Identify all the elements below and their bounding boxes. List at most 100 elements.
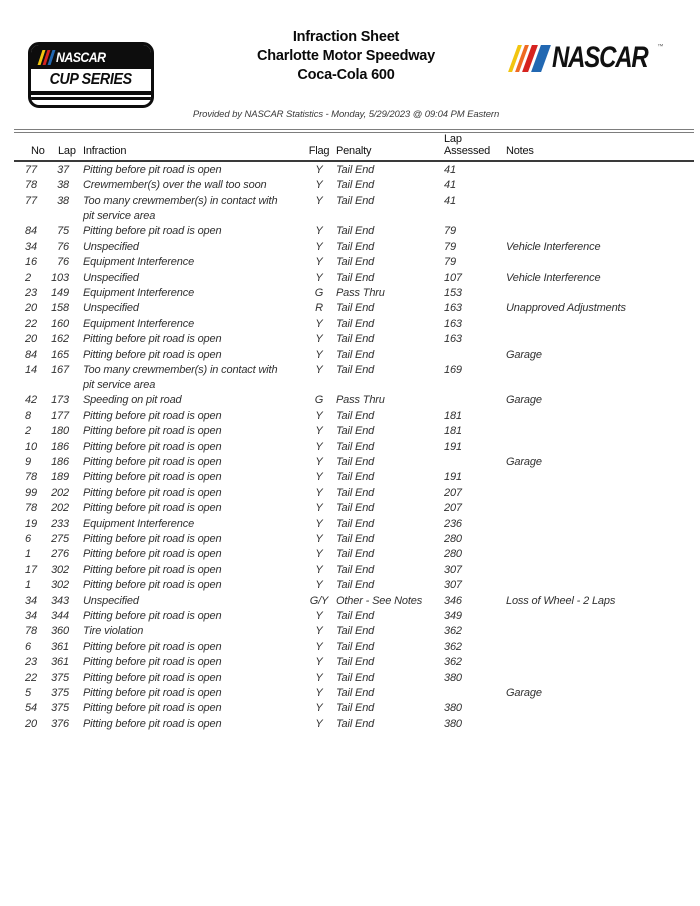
- cell-lap-assessed: 107: [444, 271, 462, 284]
- table-row: 20 158 Unspecified R Tail End 163 Unappr…: [14, 301, 694, 316]
- cell-flag: Y: [315, 486, 323, 499]
- cell-no: 34: [25, 240, 37, 253]
- cell-lap: 202: [51, 486, 69, 499]
- cup-logo-nascar-text: NASCAR: [56, 49, 106, 65]
- table-row: 14 167 Too many crewmember(s) in contact…: [14, 363, 694, 394]
- cell-penalty: Tail End: [336, 333, 375, 346]
- cell-lap: 275: [51, 533, 69, 545]
- cell-penalty: Tail End: [336, 317, 375, 330]
- cell-infraction: Equipment Interference: [83, 517, 195, 530]
- cell-flag: G: [314, 394, 324, 407]
- cell-flag: Y: [315, 548, 323, 561]
- cell-flag: Y: [315, 702, 323, 715]
- cell-no: 20: [25, 717, 37, 730]
- cell-infraction: Equipment Interference: [83, 317, 195, 330]
- table-row: 22 160 Equipment Interference Y Tail End…: [14, 317, 694, 332]
- trademark-symbol: ™: [657, 44, 664, 50]
- cell-flag: Y: [315, 502, 323, 515]
- cell-infraction: Pitting before pit road is open: [83, 563, 222, 576]
- cell-lap: 375: [51, 671, 69, 684]
- cell-lap: 75: [57, 225, 69, 238]
- table-row: 23 149 Equipment Interference G Pass Thr…: [14, 286, 694, 301]
- table-header-row: No Lap Infraction Flag Penalty Lap Asses…: [14, 133, 694, 160]
- table-row: 20 376 Pitting before pit road is open Y…: [14, 717, 694, 732]
- cell-no: 42: [25, 394, 37, 407]
- cell-lap: 360: [51, 625, 69, 638]
- table-header-rule: [14, 160, 694, 162]
- cell-penalty: Tail End: [336, 502, 375, 515]
- cell-notes: Loss of Wheel - 2 Laps: [506, 594, 616, 607]
- cell-penalty: Tail End: [336, 409, 375, 422]
- cell-no: 8: [25, 409, 31, 422]
- cell-no: 22: [25, 671, 37, 684]
- cell-no: 22: [25, 317, 37, 330]
- table-row: 1 276 Pitting before pit road is open Y …: [14, 547, 694, 562]
- infraction-table: No Lap Infraction Flag Penalty Lap Asses…: [14, 129, 694, 732]
- cell-penalty: Other - See Notes: [336, 594, 423, 607]
- cell-lap-assessed: 380: [444, 717, 462, 730]
- cell-penalty: Tail End: [336, 179, 375, 192]
- table-row: 8 177 Pitting before pit road is open Y …: [14, 409, 694, 424]
- cell-infraction: Equipment Interference: [83, 286, 195, 299]
- table-row: 23 361 Pitting before pit road is open Y…: [14, 655, 694, 670]
- cell-flag: Y: [315, 717, 323, 730]
- cell-infraction: Pitting before pit road is open: [83, 425, 222, 438]
- cell-no: 84: [25, 348, 37, 361]
- cell-flag: Y: [315, 533, 323, 545]
- cell-flag: G/Y: [309, 594, 329, 607]
- cell-lap-assessed: 169: [444, 363, 462, 376]
- cell-penalty: Tail End: [336, 271, 375, 284]
- cell-lap-assessed: 380: [444, 671, 462, 684]
- table-row: 19 233 Equipment Interference Y Tail End…: [14, 517, 694, 532]
- cell-no: 1: [25, 579, 31, 592]
- cell-lap: 167: [51, 363, 69, 376]
- cell-penalty: Tail End: [336, 717, 375, 730]
- cell-penalty: Tail End: [336, 363, 375, 376]
- document-title-block: Infraction Sheet Charlotte Motor Speedwa…: [0, 28, 692, 85]
- col-header-lap: Lap: [58, 145, 76, 157]
- cell-flag: Y: [315, 656, 323, 669]
- cell-flag: Y: [315, 579, 323, 592]
- cell-lap-assessed: 280: [444, 548, 462, 561]
- cell-no: 78: [25, 625, 37, 638]
- cell-flag: Y: [315, 363, 323, 376]
- cell-lap: 177: [51, 409, 69, 422]
- cell-infraction: Pitting before pit road is open: [83, 609, 222, 622]
- cell-flag: Y: [315, 471, 323, 484]
- cell-flag: Y: [315, 194, 323, 207]
- nascar-stripes-icon: [508, 44, 551, 72]
- cell-flag: Y: [315, 686, 323, 699]
- cell-lap: 180: [51, 425, 69, 438]
- table-row: 78 38 Crewmember(s) over the wall too so…: [14, 178, 694, 193]
- cell-lap: 302: [51, 579, 69, 592]
- cell-flag: Y: [315, 317, 323, 330]
- cell-no: 6: [25, 533, 31, 545]
- table-row: 17 302 Pitting before pit road is open Y…: [14, 563, 694, 578]
- cell-flag: Y: [315, 164, 323, 176]
- cell-lap: 202: [51, 502, 69, 515]
- cell-notes: Garage: [506, 686, 542, 699]
- table-row: 54 375 Pitting before pit road is open Y…: [14, 701, 694, 716]
- cell-penalty: Tail End: [336, 702, 375, 715]
- cell-no: 23: [25, 286, 37, 299]
- cell-infraction: Pitting before pit road is open: [83, 225, 222, 238]
- cell-penalty: Tail End: [336, 348, 375, 361]
- cell-no: 20: [25, 302, 37, 315]
- cell-lap: 302: [51, 563, 69, 576]
- nascar-wordmark: NASCAR: [552, 41, 649, 74]
- cell-lap-assessed: 181: [444, 425, 462, 438]
- cell-flag: Y: [315, 625, 323, 638]
- cell-flag: Y: [315, 348, 323, 361]
- cell-penalty: Tail End: [336, 579, 375, 592]
- cell-penalty: Tail End: [336, 471, 375, 484]
- cell-no: 54: [25, 702, 37, 715]
- cell-penalty: Tail End: [336, 240, 375, 253]
- cell-flag: R: [315, 302, 323, 315]
- cell-penalty: Tail End: [336, 256, 375, 269]
- cell-infraction: Pitting before pit road is open: [83, 702, 222, 715]
- cell-penalty: Tail End: [336, 425, 375, 438]
- cell-lap: 76: [57, 240, 69, 253]
- col-header-no: No: [31, 145, 45, 157]
- cell-lap-assessed: 41: [444, 164, 456, 176]
- cell-lap-assessed: 207: [444, 502, 462, 515]
